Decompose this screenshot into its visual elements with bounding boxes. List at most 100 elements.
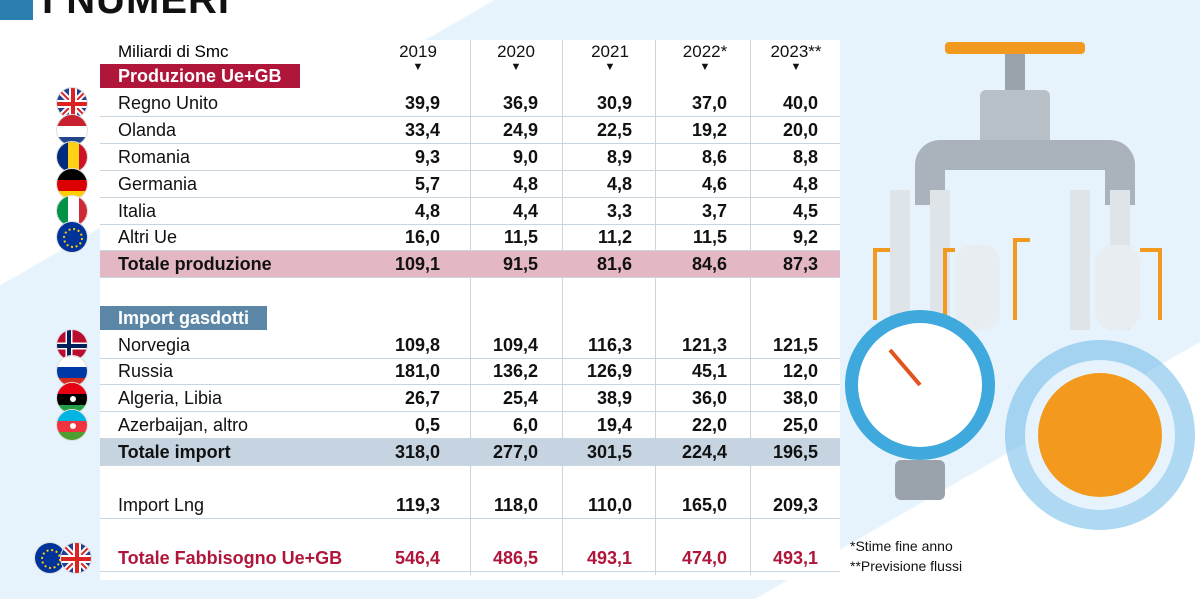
cell-value: 4,8 [512,174,538,194]
cell-value: 126,9 [586,361,632,381]
cell-value: 9,0 [512,147,538,167]
cell-value: 136,2 [492,361,538,381]
cell-value: 3,7 [701,201,727,221]
cell-value: 36,9 [502,93,538,113]
column-divider [470,40,471,575]
table-row: Totale import 318,0 277,0 301,5 224,4 196,5 [100,439,840,466]
cell-value: 20,0 [782,120,818,140]
cell-value: 11,5 [503,227,538,247]
cell-value: 3,3 [606,201,632,221]
year-label: 2020 [497,42,535,61]
cell-value: 8,9 [606,147,632,167]
row-label: Totale import [118,442,231,462]
cell-value: 84,6 [691,254,727,274]
cell-value: 4,6 [701,174,727,194]
cell-value: 11,2 [597,227,632,247]
year-label: 2021 [591,42,629,61]
row-label: Import Lng [118,495,205,515]
cell-value: 39,9 [404,93,440,113]
gas-illustration [845,42,1195,530]
cell-value: 40,0 [782,93,818,113]
table-row: Romania 9,3 9,0 8,9 8,6 8,8 [100,144,840,171]
cell-value: 109,1 [394,254,440,274]
year-header: 2023** ▼ [756,42,836,73]
year-header: 2020 ▼ [476,42,556,73]
valve-icon [873,42,1162,330]
cell-value: 4,4 [512,201,538,221]
cell-value: 8,6 [701,147,727,167]
cell-value: 12,0 [782,361,818,381]
cell-value: 110,0 [587,495,632,515]
arrow-down-icon: ▼ [699,61,711,73]
cell-value: 24,9 [502,120,538,140]
cell-value: 4,8 [792,174,818,194]
cell-value: 121,5 [772,335,818,355]
row-label: Totale produzione [118,254,272,274]
arrow-down-icon: ▼ [510,61,522,73]
row-label: Norvegia [118,335,191,355]
cell-value: 119,3 [395,495,440,515]
cell-value: 301,5 [586,442,632,462]
cell-value: 277,0 [492,442,538,462]
cell-value: 116,3 [587,335,632,355]
footnote: **Previsione flussi [850,558,963,574]
row-label: Azerbaijan, altro [118,415,249,435]
cell-value: 45,1 [691,361,727,381]
year-label: 2023** [770,42,822,61]
cell-value: 318,0 [394,442,440,462]
column-divider [562,40,563,575]
table-row: Russia 181,0 136,2 126,9 45,1 12,0 [100,358,840,385]
year-header: 2022* ▼ [665,42,745,73]
cell-value: 91,5 [502,254,538,274]
column-divider [750,40,751,575]
cell-value: 109,4 [492,335,538,355]
arrow-down-icon: ▼ [604,61,616,73]
cell-value: 493,1 [772,548,818,568]
cell-value: 8,8 [792,147,818,167]
table-row: Totale produzione 109,1 91,5 81,6 84,6 87,3 [100,251,840,278]
row-label: Italia [118,201,157,221]
year-header: 2021 ▼ [570,42,650,73]
cell-value: 33,4 [404,120,440,140]
cell-value: 11,5 [692,227,727,247]
cell-value: 36,0 [691,388,727,408]
cell-value: 5,7 [414,174,440,194]
cell-value: 209,3 [772,495,818,515]
table-row: Altri Ue 16,0 11,5 11,2 11,5 9,2 [100,224,840,251]
unit-label: Miliardi di Smc [118,42,229,61]
table-row: Regno Unito 39,9 36,9 30,9 37,0 40,0 [100,90,840,117]
cell-value: 109,8 [394,335,440,355]
uk-flag-icon [60,542,92,574]
cell-value: 4,8 [606,174,632,194]
cell-value: 37,0 [691,93,727,113]
cell-value: 546,4 [394,548,440,568]
footnote: *Stime fine anno [850,538,953,554]
cell-value: 9,3 [414,147,440,167]
azerbaijan-flag-icon [56,409,88,441]
cell-value: 224,4 [681,442,727,462]
cell-value: 38,9 [596,388,632,408]
row-label: Germania [118,174,198,194]
table-row: Totale Fabbisogno Ue+GB 546,4 486,5 493,1 47… [100,545,840,572]
cell-value: 4,8 [414,201,440,221]
cell-value: 121,3 [681,335,727,355]
table-row: Import Lng 119,3 118,0 110,0 165,0 209,3 [100,492,840,519]
arrow-down-icon: ▼ [412,61,424,73]
row-label: Totale Fabbisogno Ue+GB [118,548,343,568]
table-row: Azerbaijan, altro 0,5 6,0 19,4 22,0 25,0 [100,412,840,439]
table-row: Algeria, Libia 26,7 25,4 38,9 36,0 38,0 [100,385,840,412]
cell-value: 25,4 [502,388,538,408]
pressure-gauge-icon [845,310,995,500]
row-label: Regno Unito [118,93,219,113]
table-row: Norvegia 109,8 109,4 116,3 121,3 121,5 [100,332,840,359]
row-label: Algeria, Libia [118,388,223,408]
cell-value: 19,4 [596,415,632,435]
cell-value: 16,0 [404,227,440,247]
cell-value: 6,0 [512,415,538,435]
title-accent [0,0,33,20]
cell-value: 9,2 [792,227,818,247]
table-row: Germania 5,7 4,8 4,8 4,6 4,8 [100,171,840,198]
section-production: Produzione Ue+GB [100,64,300,88]
row-label: Romania [118,147,191,167]
cell-value: 4,5 [792,201,818,221]
